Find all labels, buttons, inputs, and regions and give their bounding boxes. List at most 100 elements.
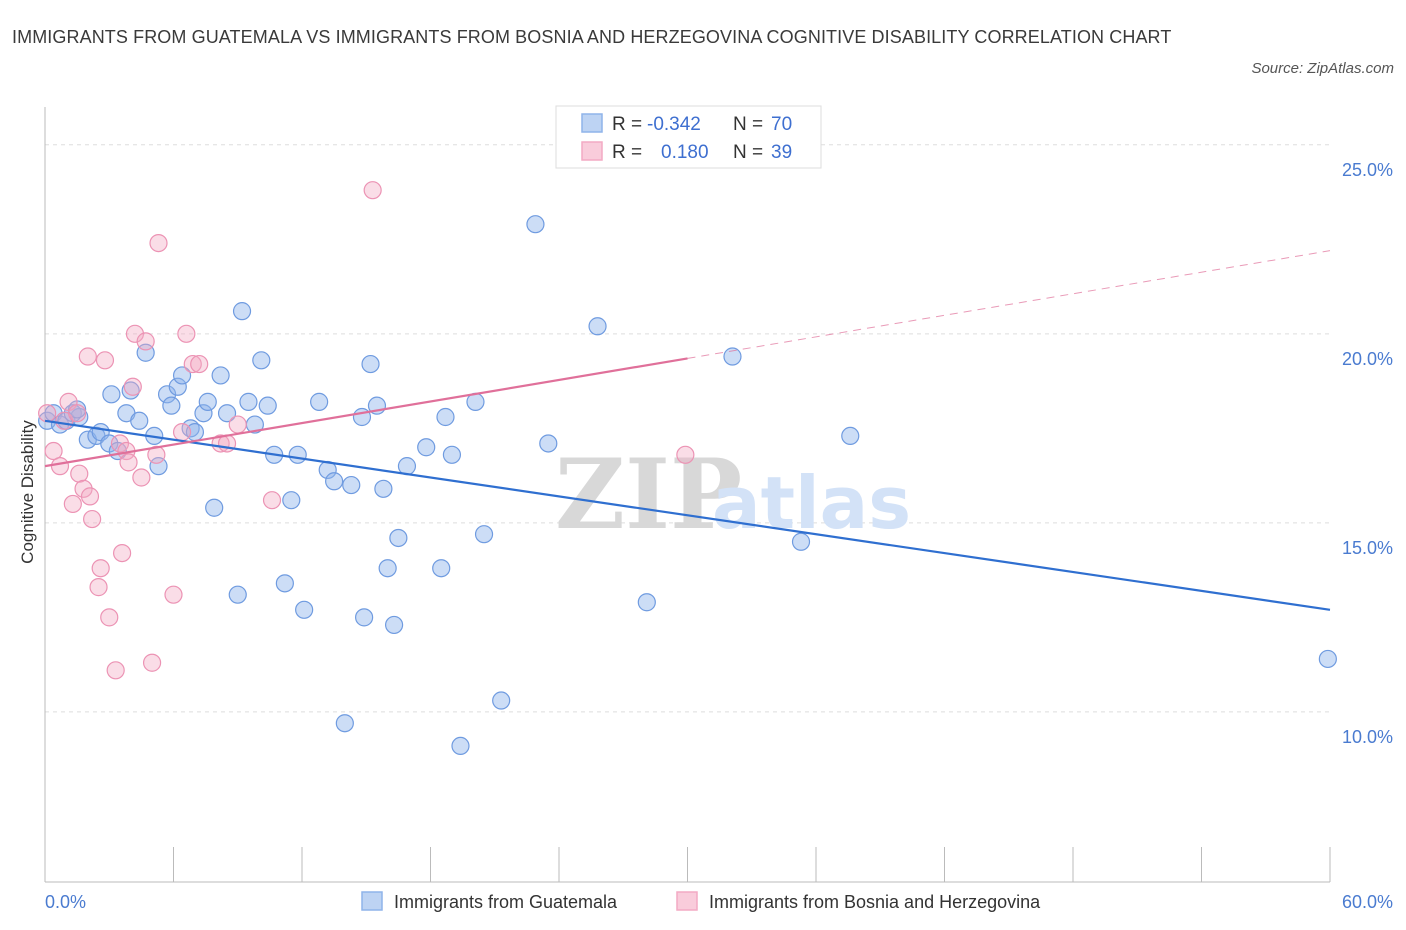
bosnia-point-20 <box>119 453 138 472</box>
guatemala-trend-line <box>44 419 1331 611</box>
axes <box>44 107 1331 883</box>
guatemala-point-46 <box>361 354 380 374</box>
guatemala-point-45 <box>355 608 374 627</box>
guatemala-point-32 <box>239 392 258 411</box>
bosnia-trend-line-dashed <box>687 250 1331 359</box>
guatemala-point-22 <box>172 366 192 385</box>
bosnia-point-21 <box>123 377 142 396</box>
bosnia-point-17 <box>110 434 130 453</box>
bosnia-point-16 <box>106 661 125 680</box>
bosnia-point-35 <box>262 491 282 510</box>
guatemala-point-48 <box>342 475 361 495</box>
bosnia-point-23 <box>132 468 151 487</box>
x-tick-label-1: 60.0% <box>1342 892 1393 912</box>
bosnia-point-32 <box>190 354 209 374</box>
legend-n-label-1: N = <box>733 114 763 135</box>
bottom-legend-swatch-bosnia <box>676 891 698 911</box>
bosnia-point-6 <box>68 404 87 423</box>
y-tick-label-3: 25.0% <box>1342 160 1393 180</box>
guatemala-point-58 <box>451 736 470 756</box>
guatemala-point-65 <box>588 317 607 336</box>
trend-lines <box>44 250 1331 611</box>
bosnia-point-10 <box>80 487 100 506</box>
bosnia-point-31 <box>183 354 202 374</box>
legend-r-label-2: R = <box>612 142 642 163</box>
guatemala-point-70 <box>1318 649 1337 669</box>
bosnia-point-37 <box>676 445 695 464</box>
bottom-legend-swatch-guatemala <box>361 891 383 911</box>
guatemala-point-35 <box>258 396 277 415</box>
correlation-legend: R = -0.342 N = 70 R = 0.180 N = 39 <box>555 105 822 169</box>
guatemala-point-39 <box>288 445 307 464</box>
guatemala-point-37 <box>275 574 294 593</box>
guatemala-point-38 <box>282 491 301 510</box>
bosnia-point-2 <box>50 457 70 476</box>
legend-n-value-1: 70 <box>771 114 792 135</box>
guatemala-point-52 <box>378 559 397 578</box>
y-tick-label-2: 20.0% <box>1342 349 1393 369</box>
legend-swatch-bosnia <box>581 141 603 161</box>
guatemala-point-12 <box>102 385 121 404</box>
guatemala-point-51 <box>389 528 408 548</box>
bosnia-point-9 <box>78 347 97 366</box>
guatemala-point-18 <box>149 457 168 476</box>
bosnia-point-28 <box>164 585 183 604</box>
guatemala-point-57 <box>442 445 462 464</box>
guatemala-point-50 <box>384 615 404 635</box>
bosnia-point-22 <box>125 324 145 343</box>
bosnia-point-12 <box>89 578 108 597</box>
bosnia-point-38 <box>228 415 247 434</box>
bosnia-point-25 <box>142 653 162 672</box>
legend-n-label-2: N = <box>733 142 763 163</box>
bosnia-point-7 <box>70 464 89 483</box>
series-bosnia-points <box>38 181 695 680</box>
legend-r-value-2: 0.180 <box>661 142 709 163</box>
guatemala-point-60 <box>474 525 494 544</box>
guatemala-point-29 <box>217 404 237 423</box>
guatemala-point-62 <box>335 714 354 733</box>
bosnia-point-26 <box>147 445 166 464</box>
guatemala-point-34 <box>252 351 271 370</box>
bosnia-point-13 <box>91 559 110 578</box>
guatemala-point-54 <box>417 438 436 457</box>
guatemala-point-43 <box>325 472 344 491</box>
guatemala-point-31 <box>232 302 252 321</box>
bosnia-trend-line-solid <box>44 357 688 468</box>
guatemala-point-61 <box>492 691 511 710</box>
guatemala-point-30 <box>228 585 247 604</box>
guatemala-point-66 <box>637 593 656 612</box>
bosnia-point-0 <box>38 404 57 423</box>
guatemala-point-25 <box>194 404 213 423</box>
bottom-legend-label-bosnia: Immigrants from Bosnia and Herzegovina <box>709 892 1041 912</box>
guatemala-point-55 <box>432 559 451 578</box>
y-axis-label: Cognitive Disability <box>18 420 37 564</box>
guatemala-point-56 <box>436 407 455 427</box>
legend-n-value-2: 39 <box>771 142 792 163</box>
guatemala-point-28 <box>211 366 230 385</box>
legend-r-label-1: R = <box>612 114 642 135</box>
guatemala-point-21 <box>168 377 187 396</box>
bosnia-point-14 <box>95 351 115 370</box>
bosnia-point-5 <box>63 494 82 514</box>
guatemala-point-27 <box>205 498 224 517</box>
guatemala-point-69 <box>841 426 860 446</box>
chart-title: IMMIGRANTS FROM GUATEMALA VS IMMIGRANTS … <box>12 27 1172 47</box>
guatemala-point-49 <box>374 479 393 498</box>
bosnia-point-36 <box>363 181 382 200</box>
guatemala-point-64 <box>539 434 558 453</box>
bosnia-point-24 <box>136 332 155 351</box>
bosnia-point-27 <box>149 233 168 253</box>
guatemala-point-26 <box>198 392 217 411</box>
y-tick-label-0: 10.0% <box>1342 727 1393 747</box>
x-tick-label-0: 0.0% <box>45 892 86 912</box>
watermark-zip: ZIP <box>555 438 742 551</box>
guatemala-point-15 <box>130 411 149 430</box>
guatemala-point-63 <box>526 215 545 234</box>
bosnia-point-1 <box>44 441 63 461</box>
guatemala-point-40 <box>295 600 314 619</box>
bosnia-point-15 <box>100 608 119 627</box>
legend-r-value-1: -0.342 <box>647 114 701 135</box>
chart-source: Source: ZipAtlas.com <box>1251 60 1394 77</box>
guatemala-point-41 <box>310 392 329 411</box>
